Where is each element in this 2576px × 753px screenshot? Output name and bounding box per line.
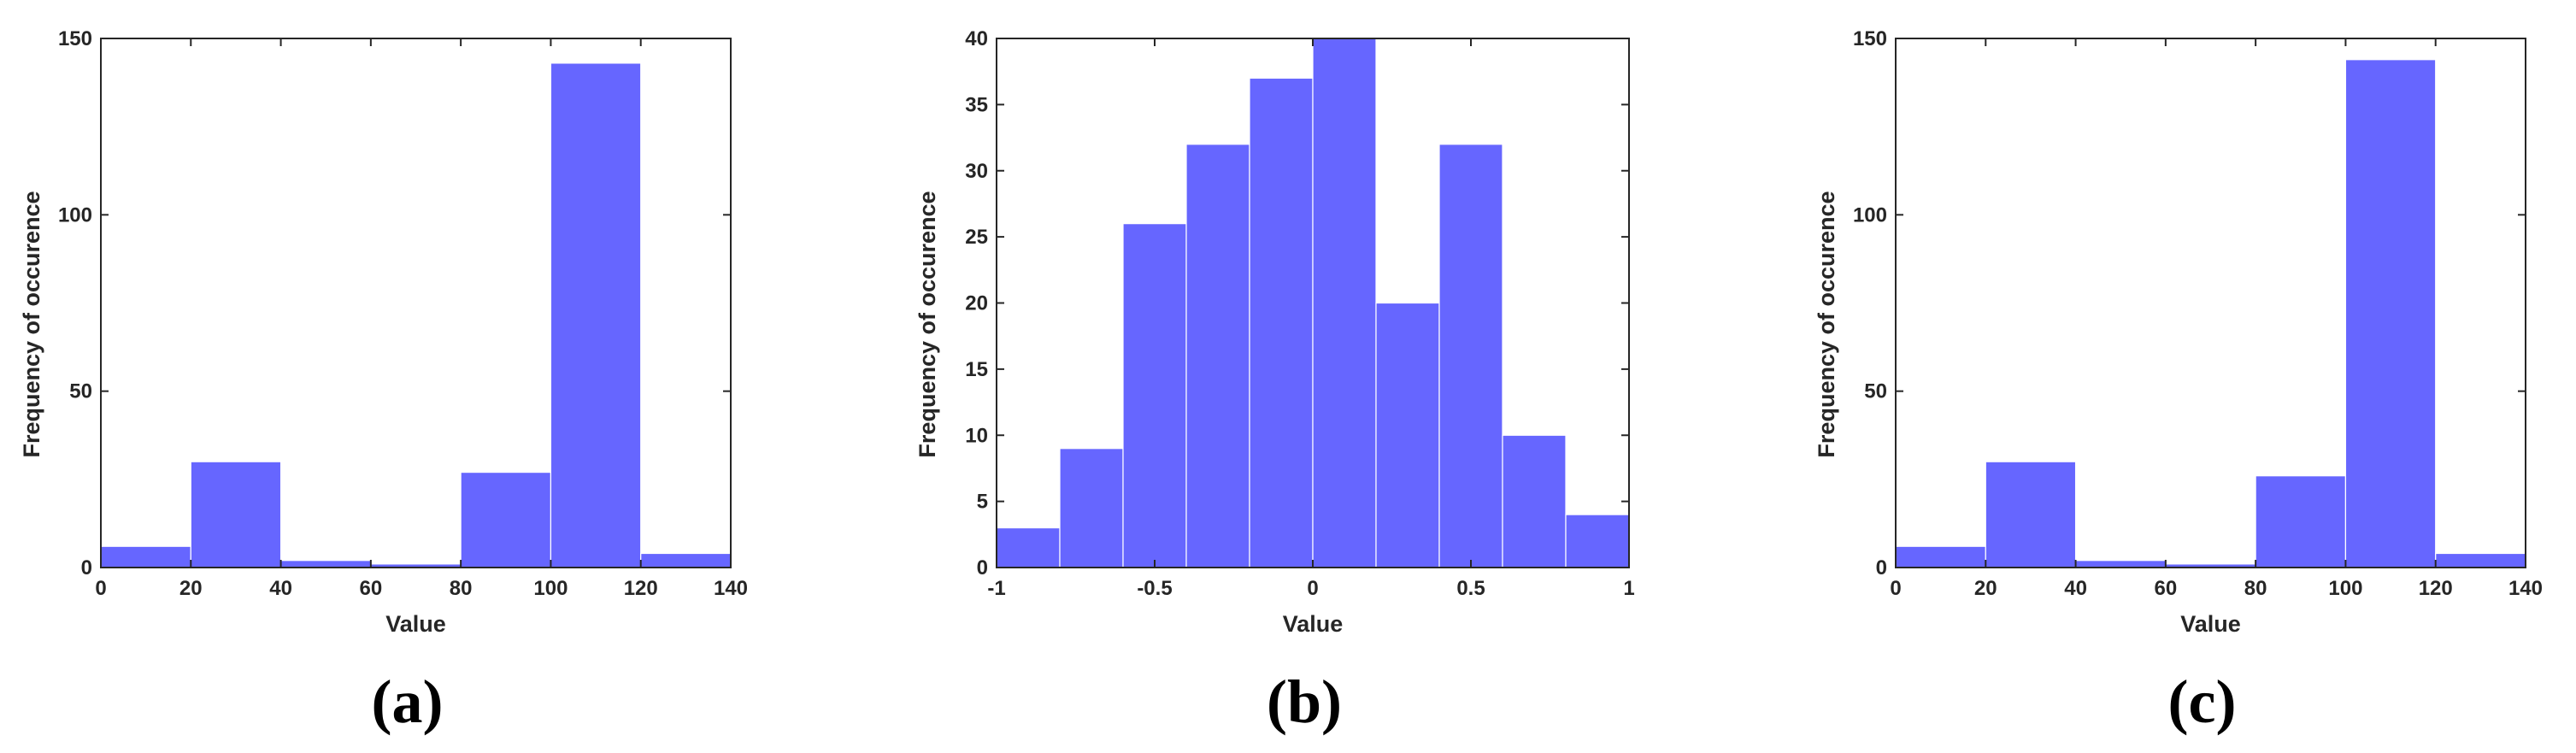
histogram-bar — [640, 552, 732, 568]
x-tick-label: 0 — [1890, 577, 1901, 600]
y-tick-label: 0 — [1876, 556, 1887, 579]
y-tick-label: 10 — [965, 424, 988, 447]
x-tick-label: 20 — [1974, 577, 1997, 600]
histogram-bar — [279, 560, 372, 568]
histogram-bar — [1985, 461, 2077, 568]
histogram-bar — [2435, 552, 2526, 568]
x-tick-label: 100 — [533, 577, 568, 600]
histogram-bar — [460, 471, 552, 568]
histogram-bar — [100, 545, 191, 568]
histogram-bar — [1375, 302, 1440, 568]
panel-label: (b) — [1267, 668, 1342, 736]
histogram-bar — [1312, 38, 1377, 568]
x-tick-label: -1 — [987, 577, 1005, 600]
y-tick-label: 150 — [58, 27, 92, 50]
y-tick-label: 40 — [965, 27, 988, 50]
histogram-bar — [2074, 560, 2167, 568]
histogram-panel-c: 0 20 40 60 80 100 120 140 0 50 100 150 Value Frequenc… — [1814, 27, 2543, 736]
y-tick-label: 15 — [965, 358, 988, 381]
x-tick-label: 0.5 — [1456, 577, 1485, 600]
y-tick-label: 100 — [58, 203, 92, 226]
panel-label: (c) — [2168, 668, 2237, 736]
x-tick-label: 0 — [95, 577, 106, 600]
x-tick-label: 140 — [714, 577, 748, 600]
y-tick-label: 50 — [69, 380, 92, 403]
x-axis-label: Value — [385, 611, 446, 637]
y-tick-label: 20 — [965, 292, 988, 315]
x-tick-label: 80 — [2244, 577, 2267, 600]
y-tick-label: 0 — [977, 556, 988, 579]
histogram-bar — [1122, 223, 1187, 568]
axes-frame — [100, 38, 732, 568]
histogram-bar — [1249, 77, 1314, 568]
x-tick-label: -0.5 — [1137, 577, 1172, 600]
histogram-bar — [1502, 434, 1567, 568]
y-tick-label: 30 — [965, 160, 988, 183]
x-tick-label: 80 — [450, 577, 473, 600]
x-axis-label: Value — [1283, 611, 1344, 637]
x-tick-label: 60 — [360, 577, 383, 600]
histogram-panel-a: 0 20 40 60 80 100 120 140 0 50 100 150 Value Frequenc… — [19, 27, 748, 736]
x-axis-label: Value — [2180, 611, 2241, 637]
histogram-bar — [550, 62, 642, 568]
histogram-bar — [1059, 448, 1124, 568]
x-tick-label: 0 — [1307, 577, 1318, 600]
x-tick-label: 40 — [2064, 577, 2087, 600]
histogram-bar — [1565, 514, 1630, 568]
y-tick-label: 100 — [1853, 203, 1887, 226]
x-tick-label: 100 — [2328, 577, 2362, 600]
histogram-bar — [2344, 59, 2437, 568]
y-axis-label: Frequency of occurence — [1814, 191, 1839, 457]
histogram-bar — [2255, 475, 2347, 568]
y-axis-label: Frequency of occurence — [915, 191, 940, 457]
y-tick-label: 35 — [965, 93, 988, 116]
histogram-bar — [1185, 144, 1250, 568]
histogram-bar — [1438, 144, 1503, 568]
y-tick-label: 25 — [965, 226, 988, 249]
y-tick-label: 5 — [977, 491, 988, 514]
axes-frame — [1895, 38, 2526, 568]
histogram-bar — [190, 461, 282, 568]
x-tick-label: 140 — [2508, 577, 2543, 600]
y-tick-label: 150 — [1853, 27, 1887, 50]
y-axis-label: Frequency of occurence — [19, 191, 44, 457]
x-tick-label: 120 — [624, 577, 658, 600]
x-tick-label: 1 — [1623, 577, 1634, 600]
histogram-panel-b: -1 -0.5 0 0.5 10510152025303540ValueFrequenc… — [915, 27, 1635, 736]
x-tick-label: 120 — [2419, 577, 2453, 600]
histogram-bar — [996, 527, 1061, 568]
x-tick-label: 60 — [2155, 577, 2178, 600]
histogram-bar — [1895, 545, 1986, 568]
x-tick-label: 40 — [269, 577, 292, 600]
x-tick-label: 20 — [179, 577, 203, 600]
y-tick-label: 50 — [1864, 380, 1887, 403]
y-tick-label: 0 — [81, 556, 92, 579]
panel-label: (a) — [372, 668, 444, 736]
